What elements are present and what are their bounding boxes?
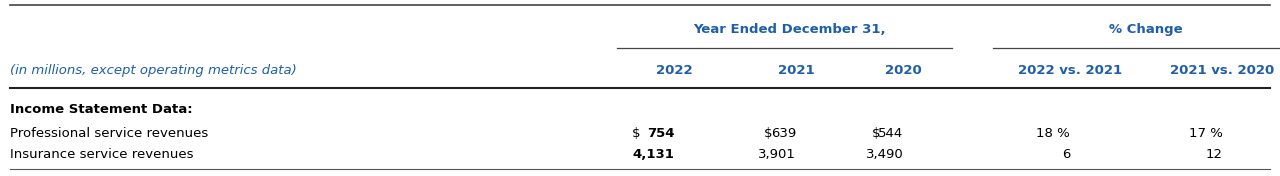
Text: 4,131: 4,131: [632, 148, 675, 161]
Text: 3,901: 3,901: [758, 148, 796, 161]
Text: $: $: [632, 127, 641, 140]
Text: $: $: [872, 127, 881, 140]
Text: Professional service revenues: Professional service revenues: [10, 127, 209, 140]
Text: 2021 vs. 2020: 2021 vs. 2020: [1170, 64, 1275, 77]
Text: (in millions, except operating metrics data): (in millions, except operating metrics d…: [10, 64, 297, 77]
Text: 2022 vs. 2021: 2022 vs. 2021: [1018, 64, 1123, 77]
Text: 2021: 2021: [778, 64, 814, 77]
Text: 2020: 2020: [886, 64, 922, 77]
Text: Insurance service revenues: Insurance service revenues: [10, 148, 193, 161]
Text: $: $: [764, 127, 773, 140]
Text: 17 %: 17 %: [1189, 127, 1222, 140]
Text: 3,490: 3,490: [867, 148, 904, 161]
Text: Year Ended December 31,: Year Ended December 31,: [692, 23, 886, 36]
Text: 12: 12: [1206, 148, 1222, 161]
Text: 754: 754: [648, 127, 675, 140]
Text: 544: 544: [878, 127, 904, 140]
Text: 2022: 2022: [657, 64, 692, 77]
Text: % Change: % Change: [1110, 23, 1183, 36]
Text: 18 %: 18 %: [1037, 127, 1070, 140]
Text: 6: 6: [1061, 148, 1070, 161]
Text: Income Statement Data:: Income Statement Data:: [10, 103, 193, 116]
Text: 639: 639: [771, 127, 796, 140]
